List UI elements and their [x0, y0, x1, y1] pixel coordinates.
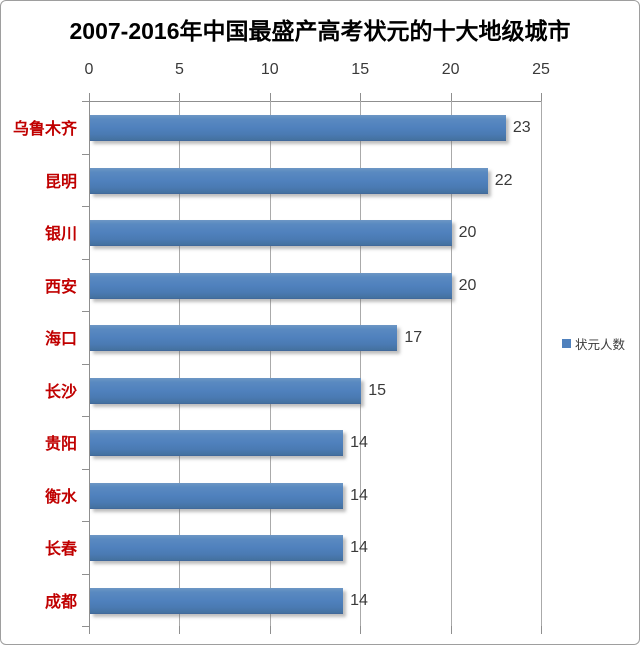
category-axis-tick [82, 468, 89, 470]
category-label: 长沙 [44, 383, 77, 401]
legend: 状元人数 [562, 334, 625, 353]
bar-row: 20 [89, 259, 541, 312]
plot-area: 23 22 20 20 17 15 14 14 14 14 [82, 93, 542, 634]
x-axis-labels: 0 5 10 15 20 25 [1, 60, 639, 80]
gridline [269, 101, 271, 626]
bar [90, 430, 344, 456]
axis-tick-top [179, 93, 181, 101]
x-tick-label: 5 [174, 61, 184, 78]
bar-row: 14 [89, 416, 541, 469]
bar-row: 14 [89, 521, 541, 574]
gridline [360, 101, 362, 626]
bar-row: 15 [89, 364, 541, 417]
axis-tick-top [360, 93, 362, 101]
category-label: 昆明 [44, 173, 77, 191]
bar-value-label: 15 [368, 381, 386, 399]
bar [90, 115, 506, 141]
bar-row: 22 [89, 154, 541, 207]
axis-tick-bottom [179, 626, 181, 634]
category-label: 银川 [44, 226, 77, 244]
bar-value-label: 14 [350, 486, 368, 504]
bar-value-label: 14 [350, 591, 368, 609]
category-labels: 乌鲁木齐昆明银川西安海口长沙贵阳衡水长春成都 [1, 101, 82, 626]
axis-tick-bottom [89, 626, 90, 634]
gridline [541, 101, 542, 626]
category-axis-line [89, 101, 90, 633]
legend-marker-icon [562, 339, 571, 348]
chart-title: 2007-2016年中国最盛产高考状元的十大地级城市 [69, 18, 571, 44]
axis-tick-top [269, 93, 271, 101]
category-label: 成都 [44, 593, 77, 611]
bar-row: 14 [89, 574, 541, 627]
bar-value-label: 23 [512, 119, 531, 136]
gridline [179, 101, 181, 626]
bar-row: 20 [89, 206, 541, 259]
category-axis-tick [82, 153, 89, 155]
x-tick-label: 10 [260, 61, 279, 78]
category-label: 贵阳 [44, 436, 77, 454]
bar-value-label: 20 [458, 276, 477, 294]
x-tick-label: 25 [532, 61, 550, 78]
bar-value-label: 20 [458, 224, 477, 241]
category-axis-tick [82, 101, 89, 102]
category-axis-tick [82, 626, 89, 627]
category-label: 海口 [44, 331, 77, 349]
bar-value-label: 17 [404, 329, 423, 346]
x-tick-label: 20 [441, 61, 460, 78]
category-axis-tick [82, 363, 89, 365]
bar-value-label: 14 [350, 539, 368, 556]
bar-value-label: 14 [350, 434, 368, 451]
legend-label: 状元人数 [575, 338, 626, 352]
bar [90, 167, 488, 194]
category-label: 衡水 [44, 488, 77, 506]
axis-tick-top [450, 93, 452, 101]
axis-tick-bottom [450, 626, 452, 634]
bar-value-label: 22 [494, 171, 513, 189]
category-axis-tick [82, 573, 89, 575]
bar-row: 23 [89, 101, 541, 154]
bar-row: 17 [89, 311, 541, 364]
bar [90, 272, 452, 299]
x-axis-line [82, 101, 541, 102]
axis-tick-bottom [360, 626, 362, 634]
category-label: 长春 [44, 541, 77, 559]
bar [90, 377, 362, 404]
category-axis-tick [82, 311, 89, 312]
axis-tick-bottom [541, 626, 542, 634]
category-axis-tick [82, 416, 89, 417]
bar [90, 535, 344, 561]
category-axis-tick [82, 521, 89, 522]
category-axis-tick [82, 258, 89, 260]
gridline [450, 101, 452, 626]
x-tick-label: 15 [351, 61, 370, 78]
axis-tick-top [89, 93, 90, 101]
x-tick-label: 0 [84, 61, 94, 78]
category-label: 乌鲁木齐 [12, 121, 77, 139]
bar-row: 14 [89, 469, 541, 522]
bar [90, 587, 344, 614]
category-label: 西安 [44, 278, 77, 296]
category-axis-tick [82, 206, 89, 207]
axis-tick-top [541, 93, 542, 101]
bar [90, 325, 398, 351]
axis-tick-bottom [269, 626, 271, 634]
bar [90, 482, 344, 509]
bar [90, 220, 452, 246]
